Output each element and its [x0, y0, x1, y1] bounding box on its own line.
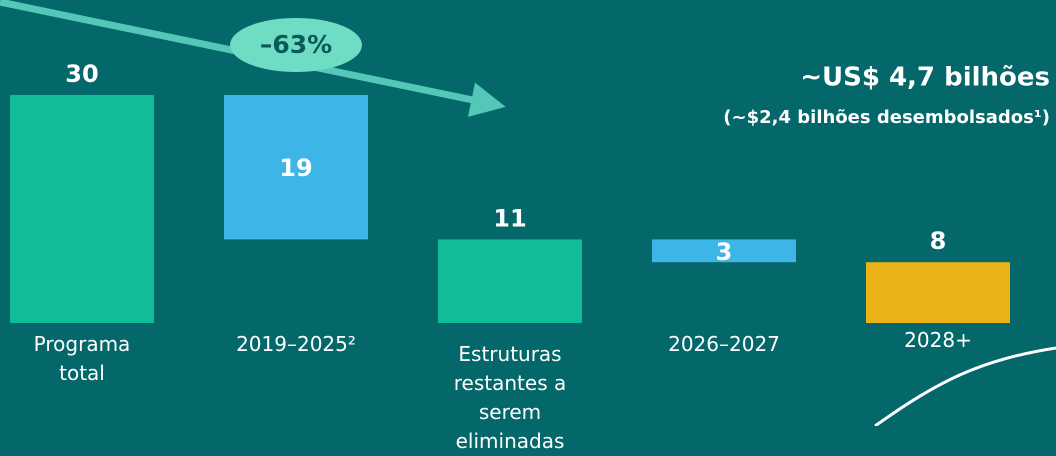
value-label: 8 — [930, 227, 947, 255]
decor-curve — [874, 346, 1056, 426]
total-cost: ~US$ 4,7 bilhões — [800, 63, 1050, 93]
bar — [438, 239, 582, 323]
bar — [652, 239, 796, 263]
value-label: 19 — [279, 154, 312, 182]
bar — [10, 95, 154, 323]
value-label: 3 — [716, 238, 733, 266]
bar — [866, 262, 1010, 323]
disbursed-note: (~$2,4 bilhões desembolsados¹) — [723, 107, 1050, 128]
value-label: 11 — [493, 204, 526, 232]
percent-label: –63% — [260, 30, 332, 59]
bar — [224, 95, 368, 240]
value-label: 30 — [65, 60, 98, 88]
category-label: 2026–2027 — [668, 332, 780, 356]
category-label: Estruturas restantes a serem eliminadas — [453, 342, 567, 453]
category-label: Programa total — [33, 332, 131, 385]
chart: –63% ~US$ 4,7 bilhões (~$2,4 bilhões des… — [0, 0, 1056, 426]
category-label: 2028+ — [904, 328, 972, 352]
category-label: 2019–2025² — [236, 332, 356, 356]
percent-badge — [230, 18, 362, 72]
